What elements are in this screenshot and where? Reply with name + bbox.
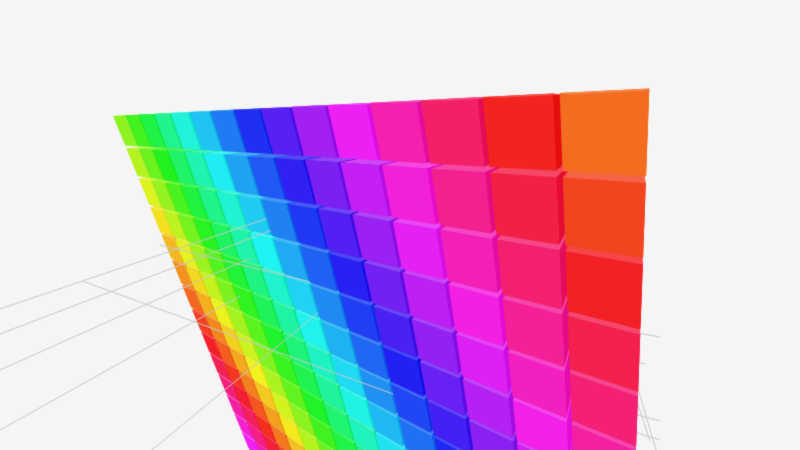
scene-canvas[interactable]: [0, 0, 800, 450]
scene-viewport: [0, 0, 800, 450]
